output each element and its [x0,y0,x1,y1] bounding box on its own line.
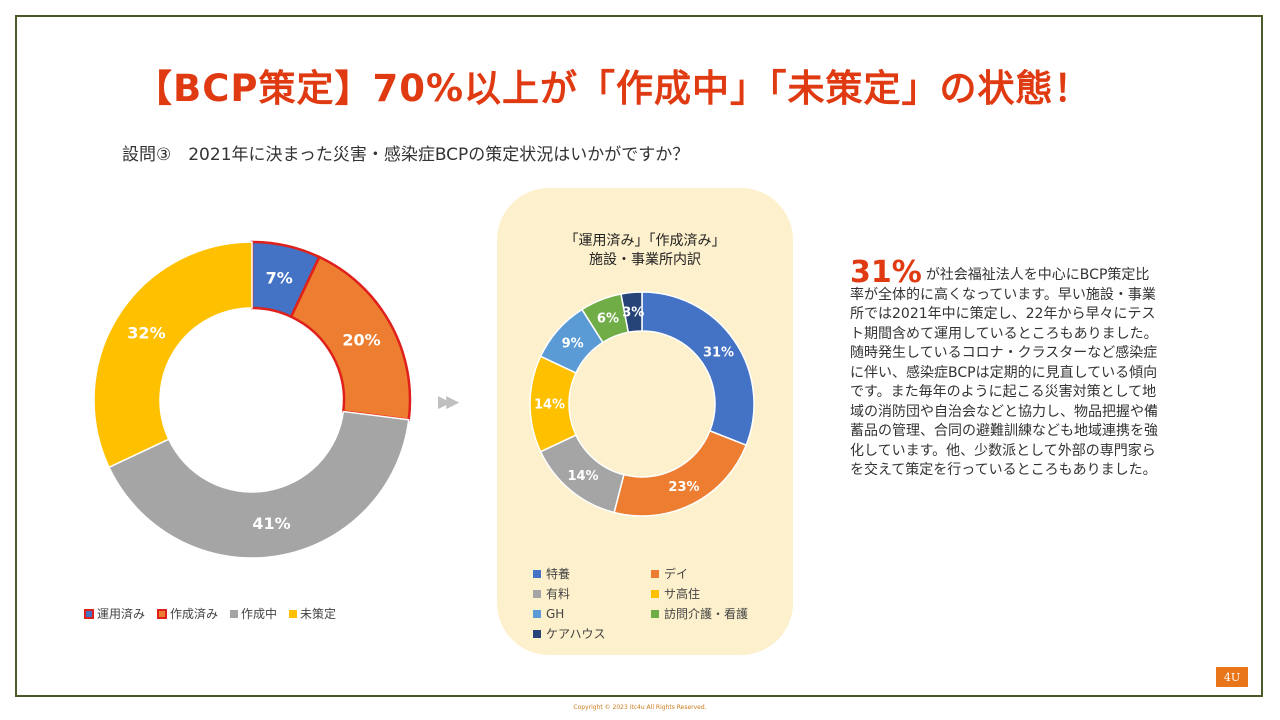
donut-label-2: 20% [342,330,380,349]
legend-label: GH [546,606,565,621]
donut-segment-1 [641,291,755,447]
legend-label: 作成中 [241,607,278,621]
legend-label: 未策定 [300,607,337,621]
breakdown-panel-title: 「運用済み」「作成済み」 施設・事業所内訳 [497,232,793,270]
panel-title-line1: 「運用済み」「作成済み」 [564,233,726,249]
donut-segment-2 [613,429,748,517]
legend-swatch [533,569,541,578]
commentary-body: が社会福祉法人を中心にBCP策定比率が全体的に高くなっています。早い施設・事業所… [850,267,1158,478]
legend-label: 運用済み [97,607,146,621]
legend-item-4: 未策定 [289,605,336,622]
legend-item-1: 運用済み [84,605,145,622]
side-commentary: 31% が社会福祉法人を中心にBCP策定比率が全体的に高くなっています。早い施設・… [850,258,1160,481]
donut-segment-3 [108,410,410,559]
status-legend: 運用済み 作成済み 作成中 未策定 [84,605,336,622]
donut-label-3: 14% [567,469,598,484]
donut-label-2: 23% [668,480,699,495]
donut-label-4: 32% [127,324,165,343]
slide-title: 【BCP策定】70%以上が「作成中」「未策定」の状態！ [135,67,1092,110]
slide-frame [15,15,1263,697]
donut-label-3: 41% [252,514,290,533]
question-text: 設問③ 2021年に決まった災害・感染症BCPの策定状況はいかがですか？ [122,145,690,165]
legend-label: 作成済み [170,607,219,621]
donut-label-6: 6% [597,312,619,327]
donut-label-7: 3% [622,305,644,320]
facility-legend: 特養 デイ有料 サ高住 GH 訪問介護・看護ケアハウス [533,565,781,642]
legend-item-6: 訪問介護・看護 [651,605,781,622]
legend-swatch [230,609,239,618]
legend-item-4: サ高住 [651,585,781,602]
donut-label-5: 9% [562,336,584,351]
legend-label: 特養 [546,567,571,581]
panel-title-line2: 施設・事業所内訳 [589,252,701,268]
legend-swatch [157,608,168,619]
legend-swatch [651,589,659,598]
legend-item-1: 特養 [533,565,651,582]
legend-label: 訪問介護・看護 [664,607,749,621]
copyright-text: Copyright © 2023 itc4u All Rights Reserv… [573,704,707,711]
legend-swatch [651,609,659,618]
legend-item-2: 作成済み [157,605,218,622]
facility-donut-chart: 31% 23% 14% 14% 9% 6% 3% [529,291,755,517]
status-donut-chart: 7% 20% 41% 32% [93,240,412,559]
donut-label-1: 31% [703,346,734,361]
donut-segment-7 [620,291,643,334]
legend-swatch [533,629,541,638]
page-number-badge: 4U [1216,667,1248,687]
legend-label: デイ [664,567,689,581]
legend-label: ケアハウス [546,627,606,641]
highlight-percentage: 31% [850,255,922,290]
legend-swatch [289,609,298,618]
arrow-icon: ▶▶ [438,392,459,412]
donut-label-1: 7% [266,269,293,288]
legend-swatch [533,589,541,598]
donut-segment-4 [93,241,253,469]
legend-swatch [651,569,659,578]
legend-swatch [533,609,541,618]
legend-item-3: 有料 [533,585,651,602]
legend-label: サ高住 [664,587,701,601]
legend-item-2: デイ [651,565,781,582]
legend-swatch [84,608,94,619]
donut-label-4: 14% [534,398,565,413]
legend-item-3: 作成中 [230,605,277,622]
legend-label: 有料 [546,587,571,601]
legend-item-5: GH [533,605,651,622]
legend-item-7: ケアハウス [533,625,651,642]
